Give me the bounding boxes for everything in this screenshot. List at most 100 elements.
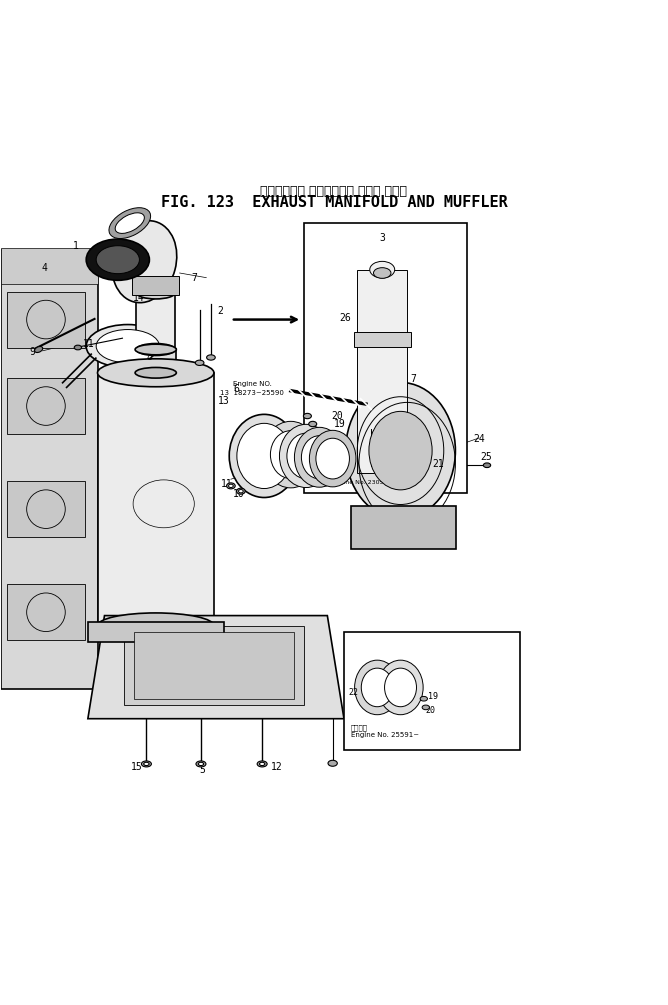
Ellipse shape <box>257 761 267 767</box>
Text: 25: 25 <box>480 452 492 462</box>
Ellipse shape <box>369 411 432 489</box>
Bar <box>88 622 224 642</box>
Text: 10: 10 <box>233 488 244 498</box>
Text: 20: 20 <box>331 411 343 421</box>
Ellipse shape <box>303 413 311 419</box>
Ellipse shape <box>361 668 393 707</box>
Bar <box>134 632 294 698</box>
Ellipse shape <box>422 706 430 710</box>
Text: 9: 9 <box>29 347 35 357</box>
Ellipse shape <box>385 668 416 707</box>
Text: 23: 23 <box>373 672 383 681</box>
Bar <box>7 378 86 434</box>
Ellipse shape <box>86 239 150 280</box>
Text: 2: 2 <box>218 306 224 316</box>
Text: 15: 15 <box>131 762 143 772</box>
Text: 5: 5 <box>200 765 206 775</box>
Ellipse shape <box>74 345 81 350</box>
Ellipse shape <box>98 359 214 387</box>
Text: 7: 7 <box>191 272 197 282</box>
Bar <box>132 276 179 294</box>
Ellipse shape <box>309 421 317 427</box>
Ellipse shape <box>316 438 349 479</box>
Text: 13: 13 <box>218 396 229 406</box>
Ellipse shape <box>115 213 144 233</box>
Ellipse shape <box>198 762 204 766</box>
Text: 3: 3 <box>379 233 385 243</box>
Ellipse shape <box>226 482 235 488</box>
Bar <box>351 506 456 549</box>
Ellipse shape <box>259 762 265 766</box>
Ellipse shape <box>373 267 391 278</box>
Text: 1: 1 <box>73 241 79 251</box>
Text: FIG. 123  EXHAUST MANIFOLD AND MUFFLER: FIG. 123 EXHAUST MANIFOLD AND MUFFLER <box>160 195 508 210</box>
Ellipse shape <box>228 484 233 487</box>
Bar <box>344 631 520 750</box>
Ellipse shape <box>135 368 176 378</box>
Text: 14: 14 <box>133 292 145 303</box>
Text: 4: 4 <box>41 263 47 273</box>
Text: 適用番号: 適用番号 <box>313 472 328 478</box>
Bar <box>304 223 467 492</box>
Text: 18: 18 <box>251 437 263 447</box>
Ellipse shape <box>142 761 152 767</box>
Text: Engine NO.: Engine NO. <box>233 381 272 387</box>
Text: Engine No. 25591~: Engine No. 25591~ <box>351 733 419 739</box>
Ellipse shape <box>271 431 311 478</box>
Text: D455 Engine No. 23059-: D455 Engine No. 23059- <box>313 479 389 484</box>
Bar <box>98 373 214 625</box>
Text: 11: 11 <box>83 339 94 349</box>
Bar <box>135 350 176 373</box>
Ellipse shape <box>378 660 423 715</box>
Text: エキゾースト マニホールド および マフラ: エキゾースト マニホールド および マフラ <box>261 185 407 198</box>
Text: 8: 8 <box>146 353 152 363</box>
Bar <box>124 625 304 706</box>
Text: 16: 16 <box>140 279 152 289</box>
Text: 19: 19 <box>334 419 346 429</box>
Ellipse shape <box>109 208 150 238</box>
Ellipse shape <box>484 463 491 467</box>
Text: 13  18273~25590: 13 18273~25590 <box>220 390 283 396</box>
Text: 11: 11 <box>221 478 232 488</box>
Text: 19: 19 <box>428 692 438 701</box>
Ellipse shape <box>136 287 175 298</box>
Ellipse shape <box>345 383 456 519</box>
Ellipse shape <box>301 436 337 478</box>
Ellipse shape <box>195 360 204 366</box>
Ellipse shape <box>229 414 299 497</box>
Ellipse shape <box>355 660 400 715</box>
Text: 24: 24 <box>474 434 486 444</box>
Ellipse shape <box>144 762 149 766</box>
Ellipse shape <box>295 427 344 487</box>
Ellipse shape <box>263 421 319 487</box>
Ellipse shape <box>420 696 428 701</box>
Ellipse shape <box>96 246 140 273</box>
Ellipse shape <box>135 344 176 355</box>
Polygon shape <box>88 616 344 719</box>
Text: 21: 21 <box>432 459 444 469</box>
Polygon shape <box>1 249 98 688</box>
Ellipse shape <box>196 761 206 767</box>
Bar <box>136 292 175 350</box>
Ellipse shape <box>35 347 43 353</box>
Text: 22: 22 <box>289 449 301 459</box>
Ellipse shape <box>86 325 170 368</box>
Ellipse shape <box>206 355 215 360</box>
Ellipse shape <box>136 344 175 356</box>
Text: 適用番号: 適用番号 <box>351 724 367 731</box>
Text: 6: 6 <box>233 384 238 394</box>
Ellipse shape <box>328 760 337 766</box>
Text: 20: 20 <box>426 706 436 715</box>
Text: 12: 12 <box>271 762 283 772</box>
Bar <box>7 481 86 537</box>
Text: 23: 23 <box>329 447 341 457</box>
Bar <box>7 584 86 640</box>
Ellipse shape <box>238 489 243 492</box>
Ellipse shape <box>309 430 356 486</box>
Ellipse shape <box>287 433 325 478</box>
Ellipse shape <box>279 424 333 487</box>
Bar <box>357 269 407 472</box>
Text: 22: 22 <box>349 687 359 696</box>
Text: 17: 17 <box>297 445 309 455</box>
Ellipse shape <box>112 221 177 303</box>
